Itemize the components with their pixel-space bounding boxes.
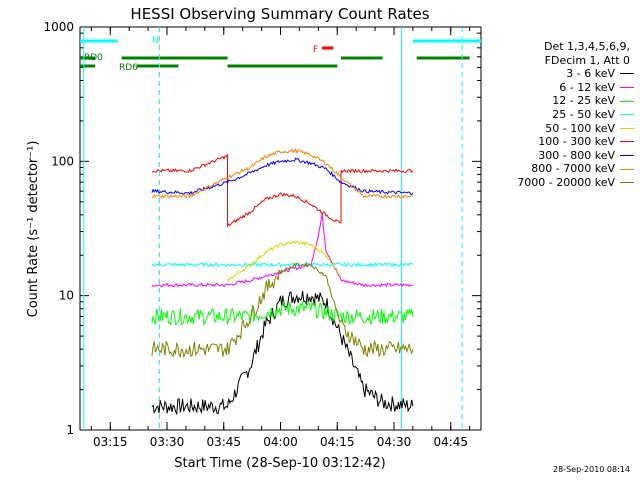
- plot-frame: [79, 26, 482, 431]
- legend-swatch: [620, 73, 634, 75]
- x-axis: 03:15 03:30 03:45 04:00 04:15 04:30 04:45: [90, 27, 471, 449]
- legend: Det 1,3,4,5,6,9, FDecim 1, Att 0 3 - 6 k…: [482, 40, 634, 190]
- legend-label: 100 - 300 keV: [538, 135, 615, 149]
- x-tick-label: 04:30: [377, 435, 412, 449]
- y-axis: 1 10 100 1000: [43, 20, 481, 437]
- x-tick-label: 03:45: [206, 435, 241, 449]
- series-line-4: [227, 240, 342, 283]
- series-line-0: [151, 290, 414, 416]
- legend-label: 800 - 7000 keV: [531, 162, 615, 176]
- flag-label-rd0: RD0: [84, 53, 103, 63]
- legend-item: 100 - 300 keV: [482, 135, 634, 149]
- legend-label: 25 - 50 keV: [552, 107, 615, 121]
- legend-label: 12 - 25 keV: [552, 94, 615, 108]
- legend-swatch: [620, 168, 634, 170]
- y-tick-label: 10: [59, 289, 74, 303]
- footer-timestamp: 28-Sep-2010 08:14: [553, 465, 630, 474]
- chart-title: HESSI Observing Summary Count Rates: [130, 5, 429, 23]
- plot-area: [79, 26, 482, 431]
- x-tick-label: 04:45: [433, 435, 468, 449]
- legend-label: 3 - 6 keV: [566, 67, 615, 81]
- legend-item: 800 - 7000 keV: [482, 162, 634, 176]
- series-line-7: [151, 148, 414, 199]
- series-line-1: [151, 213, 414, 288]
- legend-swatch: [620, 100, 634, 102]
- legend-swatch: [620, 87, 634, 89]
- legend-label: 50 - 100 keV: [545, 121, 615, 135]
- legend-swatch: [620, 182, 634, 184]
- y-axis-label: Count Rate (s⁻¹ detector⁻¹): [26, 141, 41, 318]
- legend-header-line-2: FDecim 1, Att 0: [544, 53, 630, 67]
- legend-swatch: [620, 114, 634, 116]
- legend-item: 50 - 100 keV: [482, 122, 634, 136]
- legend-item: 12 - 25 keV: [482, 94, 634, 108]
- series-line-2: [151, 300, 414, 326]
- series-lines: [151, 148, 414, 416]
- x-tick-label: 03:15: [93, 435, 128, 449]
- legend-swatch: [620, 127, 634, 129]
- y-tick-label: 1: [66, 423, 74, 437]
- y-tick-label: 100: [51, 154, 74, 168]
- y-tick-label: 1000: [43, 20, 74, 34]
- flag-label-f: F: [313, 45, 318, 55]
- legend-item: 25 - 50 keV: [482, 108, 634, 122]
- legend-header-line-1: Det 1,3,4,5,6,9,: [543, 40, 630, 53]
- legend-label: 300 - 800 keV: [538, 148, 615, 162]
- flag-label-n: N: [152, 36, 159, 46]
- legend-item: 3 - 6 keV: [482, 67, 634, 81]
- series-line-8: [151, 261, 414, 359]
- legend-label: 7000 - 20000 keV: [517, 175, 615, 189]
- legend-label: 6 - 12 keV: [559, 80, 615, 94]
- x-tick-label: 04:15: [320, 435, 355, 449]
- flag-bars: N RD0 RD6 F: [80, 27, 481, 430]
- x-tick-label: 04:00: [263, 435, 298, 449]
- legend-swatch: [620, 155, 634, 157]
- legend-item: 300 - 800 keV: [482, 149, 634, 163]
- series-line-5: [151, 153, 414, 228]
- series-line-6: [151, 157, 414, 196]
- flag-label-rd6: RD6: [119, 63, 138, 73]
- legend-item: 7000 - 20000 keV: [482, 176, 634, 190]
- legend-swatch: [620, 141, 634, 143]
- x-tick-label: 03:30: [150, 435, 185, 449]
- legend-item: 6 - 12 keV: [482, 81, 634, 95]
- x-axis-label: Start Time (28-Sep-10 03:12:42): [174, 456, 385, 471]
- series-line-3: [151, 261, 414, 268]
